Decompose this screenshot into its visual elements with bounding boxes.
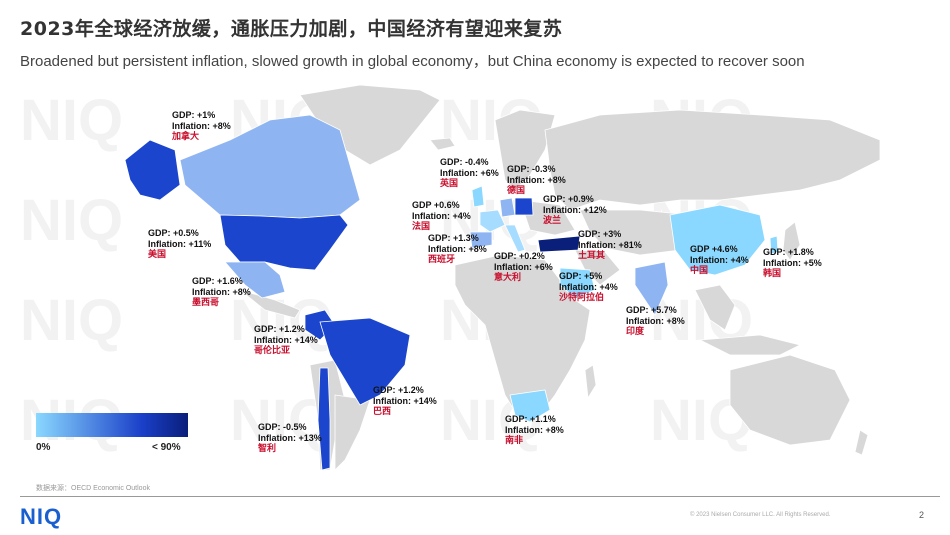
italy-shape — [504, 224, 526, 253]
poland-shape — [514, 197, 534, 216]
saudi-shape — [559, 267, 596, 299]
svg-text:NIQ: NIQ — [20, 288, 123, 353]
label-mexico: GDP: +1.6% Inflation: +8% 墨西哥 — [192, 276, 251, 308]
niq-logo: NIQ — [20, 504, 63, 529]
label-south-africa: GDP: +1.1% Inflation: +8% 南非 — [505, 414, 564, 446]
label-germany: GDP: -0.3% Inflation: +8% 德国 — [507, 164, 566, 196]
usa-shape — [219, 214, 349, 271]
middle-east — [574, 249, 621, 286]
iceland — [429, 137, 456, 151]
central-america — [239, 289, 301, 319]
label-france: GDP +0.6% Inflation: +4% 法国 — [412, 200, 471, 232]
spain-shape — [469, 231, 493, 249]
australia — [729, 354, 851, 446]
india-shape — [634, 261, 669, 316]
label-brazil: GDP: +1.2% Inflation: +14% 巴西 — [373, 385, 437, 417]
page-number: 2 — [919, 510, 925, 520]
label-chile: GDP: -0.5% Inflation: +13% 智利 — [258, 422, 322, 454]
color-scale-legend — [36, 413, 188, 437]
alaska-shape — [124, 139, 181, 201]
korea-shape — [769, 235, 779, 255]
footer-divider — [20, 496, 940, 497]
germany-shape — [499, 197, 516, 218]
france-shape — [479, 209, 506, 233]
label-uk: GDP: -0.4% Inflation: +6% 英国 — [440, 157, 499, 189]
label-usa: GDP: +0.5% Inflation: +11% 美国 — [148, 228, 212, 260]
legend-max-label: < 90% — [152, 442, 181, 453]
scandinavia — [494, 109, 556, 191]
label-turkey: GDP: +3% Inflation: +81% 土耳其 — [578, 229, 642, 261]
label-colombia: GDP: +1.2% Inflation: +14% 哥伦比亚 — [254, 324, 318, 356]
label-china: GDP +4.6% Inflation: +4% 中国 — [690, 244, 749, 276]
brazil-shape — [319, 317, 411, 406]
page-title: 2023年全球经济放缓，通胀压力加剧，中国经济有望迎来复苏 — [20, 18, 563, 40]
indonesia — [698, 334, 802, 356]
south-africa-shape — [509, 389, 551, 423]
chile-shape — [317, 367, 331, 471]
label-canada: GDP: +1% Inflation: +8% 加拿大 — [172, 110, 231, 142]
label-poland: GDP: +0.9% Inflation: +12% 波兰 — [543, 194, 607, 226]
japan — [782, 221, 801, 261]
label-korea: GDP: +1.8% Inflation: +5% 韩国 — [763, 247, 822, 279]
page-subtitle: Broadened but persistent inflation, slow… — [20, 53, 805, 70]
eastern-europe — [519, 199, 576, 236]
russia — [544, 109, 881, 211]
svg-text:NIQ: NIQ — [20, 188, 123, 253]
data-source: 数据来源：OECD Economic Outlook — [36, 485, 150, 492]
copyright-text: © 2023 Nielsen Consumer LLC. All Rights … — [690, 512, 831, 518]
label-italy: GDP: +0.2% Inflation: +6% 意大利 — [494, 251, 553, 283]
argentina — [334, 394, 371, 471]
legend-min-label: 0% — [36, 442, 51, 453]
watermark-text: NIQ — [20, 88, 123, 153]
mexico-shape — [224, 261, 286, 299]
africa — [454, 254, 591, 421]
uk-shape — [471, 185, 485, 208]
turkey-shape — [537, 235, 581, 253]
label-spain: GDP: +1.3% Inflation: +8% 西班牙 — [428, 233, 487, 265]
new-zealand — [854, 429, 869, 456]
china-shape — [669, 204, 766, 276]
label-saudi: GDP: +5% Inflation: +4% 沙特阿拉伯 — [559, 271, 618, 303]
label-india: GDP: +5.7% Inflation: +8% 印度 — [626, 305, 685, 337]
madagascar — [584, 364, 597, 400]
southeast-asia — [694, 284, 736, 331]
